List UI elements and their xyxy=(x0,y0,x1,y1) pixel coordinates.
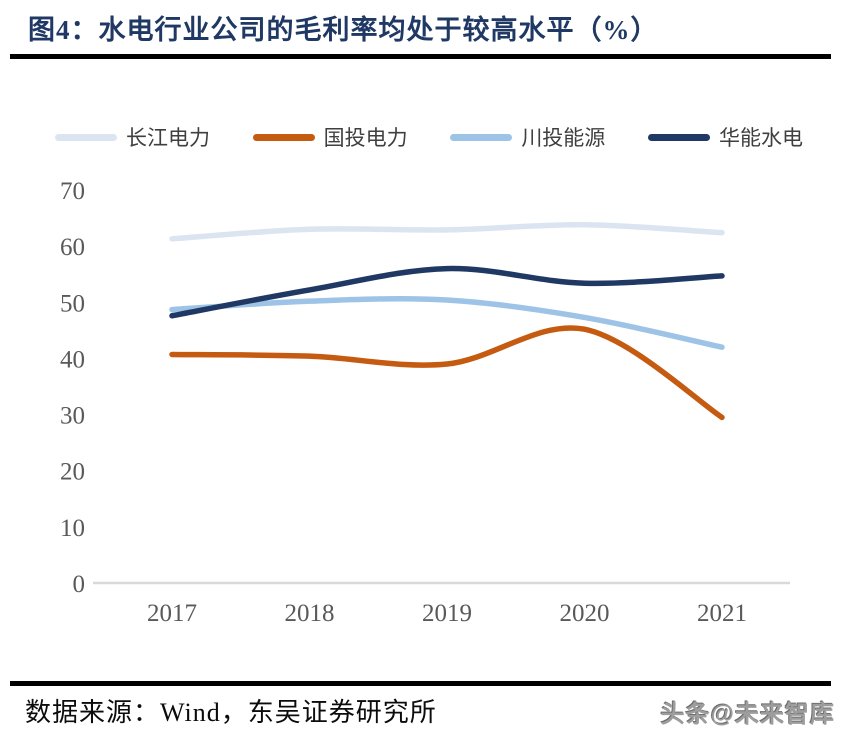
line-chart: 70 60 50 40 30 20 10 0 2017 2018 2019 2020 2021 xyxy=(60,178,790,627)
series-line-国投电力 xyxy=(169,325,725,421)
y-axis-tick-label: 70 xyxy=(60,178,85,205)
x-axis-tick-label: 2021 xyxy=(697,600,747,627)
legend-label: 川投能源 xyxy=(521,126,606,150)
series-line-华能水电 xyxy=(169,265,725,319)
x-axis-tick-label: 2020 xyxy=(560,600,610,627)
chart-legend: 长江电力 国投电力 川投能源 华能水电 xyxy=(55,122,803,152)
x-axis-tick-label: 2019 xyxy=(422,600,472,627)
series-line-长江电力 xyxy=(169,222,725,242)
legend-swatch-icon xyxy=(55,133,117,141)
legend-item: 华能水电 xyxy=(647,122,803,152)
y-axis-tick-label: 30 xyxy=(60,403,85,430)
y-axis-tick-label: 20 xyxy=(60,459,85,486)
y-axis-tick-label: 0 xyxy=(73,571,86,598)
watermark-text: 头条@未来智库 xyxy=(660,701,835,728)
y-axis-tick-label: 40 xyxy=(60,346,85,373)
y-axis-tick-label: 60 xyxy=(60,234,85,261)
legend-item: 长江电力 xyxy=(55,122,210,152)
y-axis-tick-label: 50 xyxy=(60,290,85,317)
footer-divider xyxy=(10,681,831,686)
legend-label: 华能水电 xyxy=(718,126,803,150)
legend-item: 国投电力 xyxy=(252,122,408,152)
legend-swatch-icon xyxy=(647,133,710,141)
legend-swatch-icon xyxy=(252,133,315,141)
figure-title: 图4：水电行业公司的毛利率均处于较高水平（%） xyxy=(28,15,659,45)
data-source-text: 数据来源：Wind，东吴证券研究所 xyxy=(25,698,437,727)
y-axis-tick-label: 10 xyxy=(60,515,85,542)
legend-item: 川投能源 xyxy=(450,122,605,152)
legend-label: 长江电力 xyxy=(126,126,210,150)
series-line-川投能源 xyxy=(169,296,725,350)
footer: 数据来源：Wind，东吴证券研究所 头条@未来智库 xyxy=(25,692,835,729)
legend-label: 国投电力 xyxy=(323,126,408,150)
title-divider xyxy=(10,54,831,59)
legend-swatch-icon xyxy=(450,133,513,141)
x-axis-tick-label: 2017 xyxy=(147,600,197,627)
x-axis-tick-label: 2018 xyxy=(285,600,335,627)
